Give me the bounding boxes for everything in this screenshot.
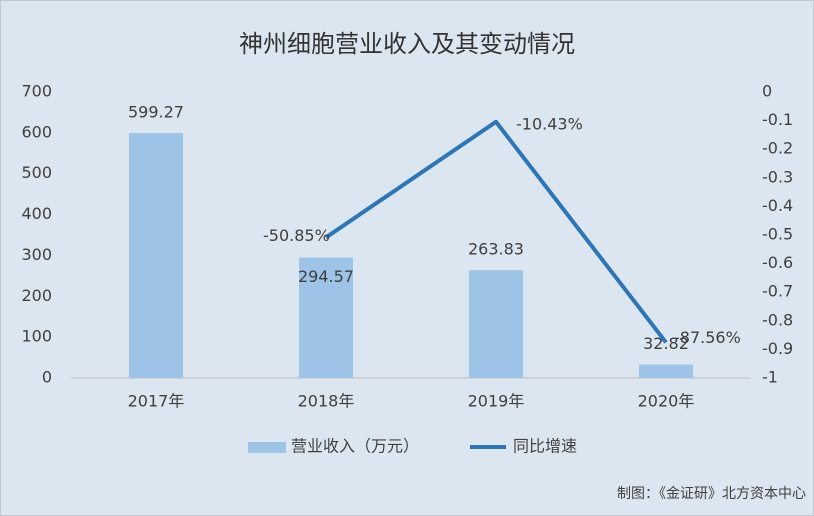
y2-tick-label: -0.1 [762, 110, 793, 129]
data-label: 294.57 [298, 267, 354, 286]
chart-title: 神州细胞营业收入及其变动情况 [239, 30, 575, 58]
source-note: 制图：《金证研》北方资本中心 [617, 486, 806, 502]
y2-tick-label: -0.3 [762, 167, 793, 186]
bar [469, 270, 523, 378]
y2-tick-label: -0.4 [762, 196, 793, 215]
x-tick-label: 2020年 [638, 392, 695, 411]
line [324, 119, 668, 344]
y-tick-label: 0 [42, 368, 52, 387]
x-tick-label: 2017年 [128, 392, 185, 411]
data-label: 263.83 [468, 240, 524, 259]
legend-label: 同比增速 [513, 437, 577, 456]
legend-swatch [248, 442, 286, 453]
data-label: -50.85% [263, 226, 330, 245]
y-tick-label: 100 [21, 327, 52, 346]
y2-tick-label: -0.8 [762, 310, 793, 329]
y2-tick-label: -0.2 [762, 139, 793, 158]
y-tick-label: 500 [21, 163, 52, 182]
y-tick-label: 300 [21, 245, 52, 264]
bar [129, 133, 183, 378]
y-tick-label: 600 [21, 122, 52, 141]
bar [639, 364, 693, 378]
y-tick-label: 200 [21, 286, 52, 305]
y2-tick-label: -0.9 [762, 339, 793, 358]
y2-tick-label: -1 [762, 368, 778, 387]
x-tick-label: 2018年 [298, 392, 355, 411]
y2-tick-label: -0.7 [762, 282, 793, 301]
y-tick-label: 700 [21, 82, 52, 101]
legend-label: 营业收入（万元） [291, 437, 419, 456]
data-label: -87.56% [674, 328, 741, 347]
x-tick-label: 2019年 [468, 392, 525, 411]
data-label: -10.43% [516, 114, 583, 133]
y-tick-label: 400 [21, 204, 52, 223]
y2-tick-label: -0.6 [762, 253, 793, 272]
data-label: 32.82 [643, 334, 689, 353]
data-label: 599.27 [128, 103, 184, 122]
y2-tick-label: 0 [762, 82, 772, 101]
bar [299, 257, 353, 378]
y2-tick-label: -0.5 [762, 225, 793, 244]
